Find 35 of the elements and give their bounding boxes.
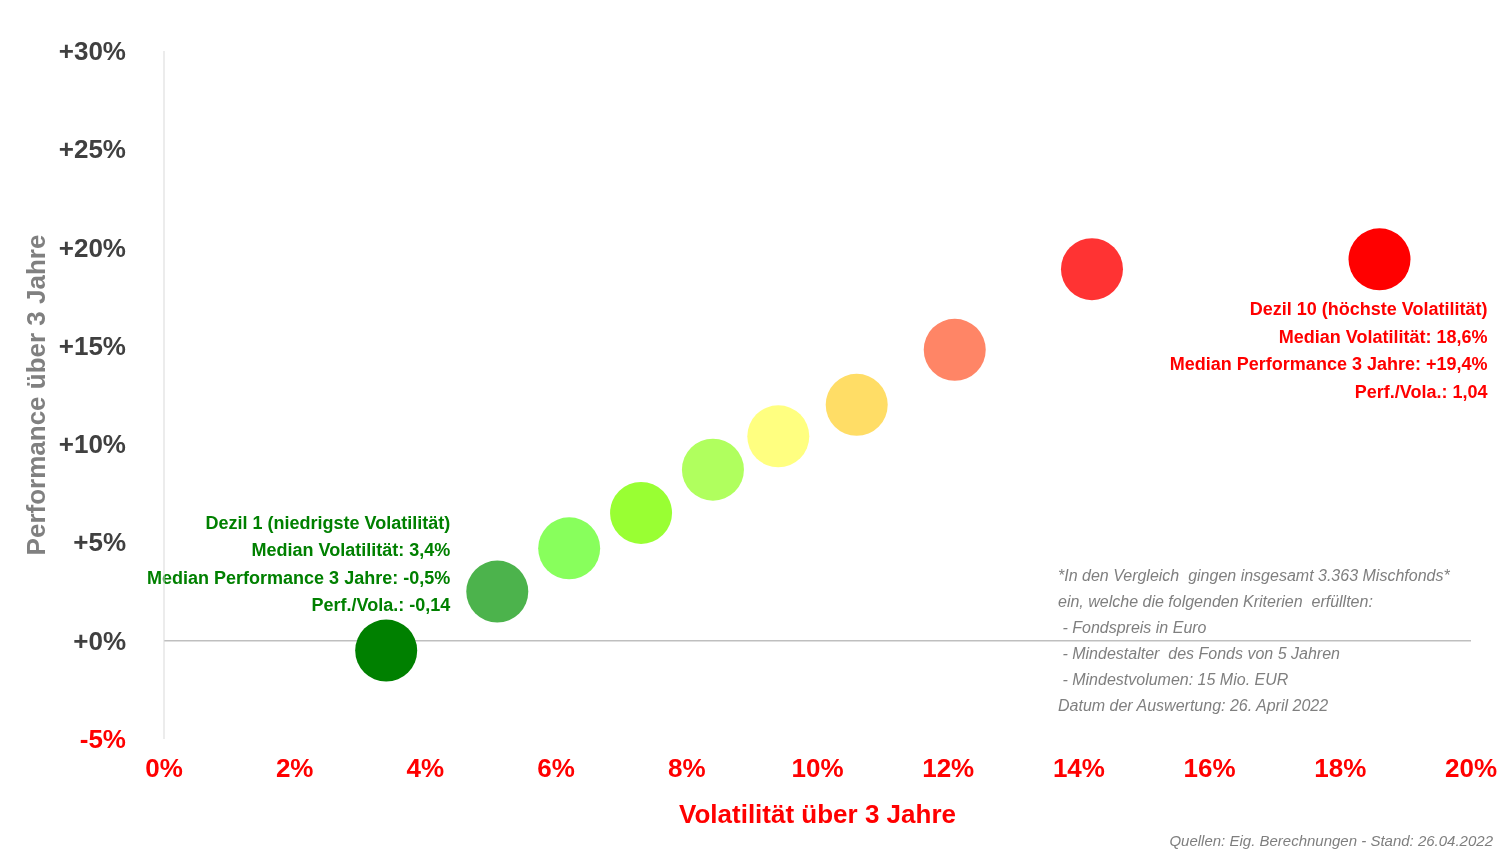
x-tick-label: 0% [145, 753, 183, 784]
x-tick-label: 20% [1444, 753, 1498, 784]
y-tick-label: +20% [58, 232, 126, 263]
x-tick-label: 14% [1052, 753, 1105, 784]
y-tick-label: +15% [58, 330, 126, 361]
point [538, 517, 601, 580]
point [1348, 228, 1411, 291]
y-tick-label: +5% [73, 527, 126, 558]
annotation: *In den Vergleich gingen insgesamt 3.363 Mischfonds* ein, welche die folgenden Kriterien erfüllten: - Fondspreis in Euro - Mindestalter des Fonds von 5 Jahren - Mindestvolumen: 15 Mio. EUR Datum der Auswertung: 26. April 2022 [1058, 566, 1450, 716]
y-tick-label: +10% [58, 429, 126, 460]
y-tick-label: +25% [58, 134, 126, 165]
point [1060, 238, 1123, 301]
y-axis-title: Performance über 3 Jahre [21, 234, 52, 556]
x-tick-label: 18% [1314, 753, 1367, 784]
y-tick-label: +30% [58, 36, 126, 66]
x-tick-label: 10% [791, 753, 844, 784]
x-tick-label: 12% [922, 753, 975, 784]
x-tick-label: 6% [537, 753, 575, 784]
point [466, 560, 529, 623]
point [747, 405, 810, 468]
point [923, 318, 986, 381]
x-tick-label: 4% [406, 753, 445, 784]
x-tick-label: 8% [668, 753, 706, 784]
source-note: Quellen: Eig. Berechnungen - Stand: 26.04.2022 [1169, 832, 1493, 849]
x-tick-label: 2% [275, 753, 314, 784]
annotation: Dezil 1 (niedrigste Volatilität) Median Volatilität: 3,4% Median Performance 3 Jahre: -0,5% Perf./Vola.: -0,14 [147, 512, 451, 616]
point [681, 438, 744, 501]
point [355, 619, 418, 682]
point [610, 481, 673, 544]
annotation: Dezil 10 (höchste Volatilität) Median Volatilität: 18,6% Median Performance 3 Jahre: +19,4% Perf./Vola.: 1,04 [1169, 299, 1488, 402]
x-tick-label: 16% [1183, 753, 1236, 784]
y-tick-label: -5% [79, 724, 126, 754]
x-axis-title: Volatilität über 3 Jahre [679, 799, 956, 829]
y-tick-label: +0% [73, 625, 126, 656]
point [825, 373, 888, 436]
